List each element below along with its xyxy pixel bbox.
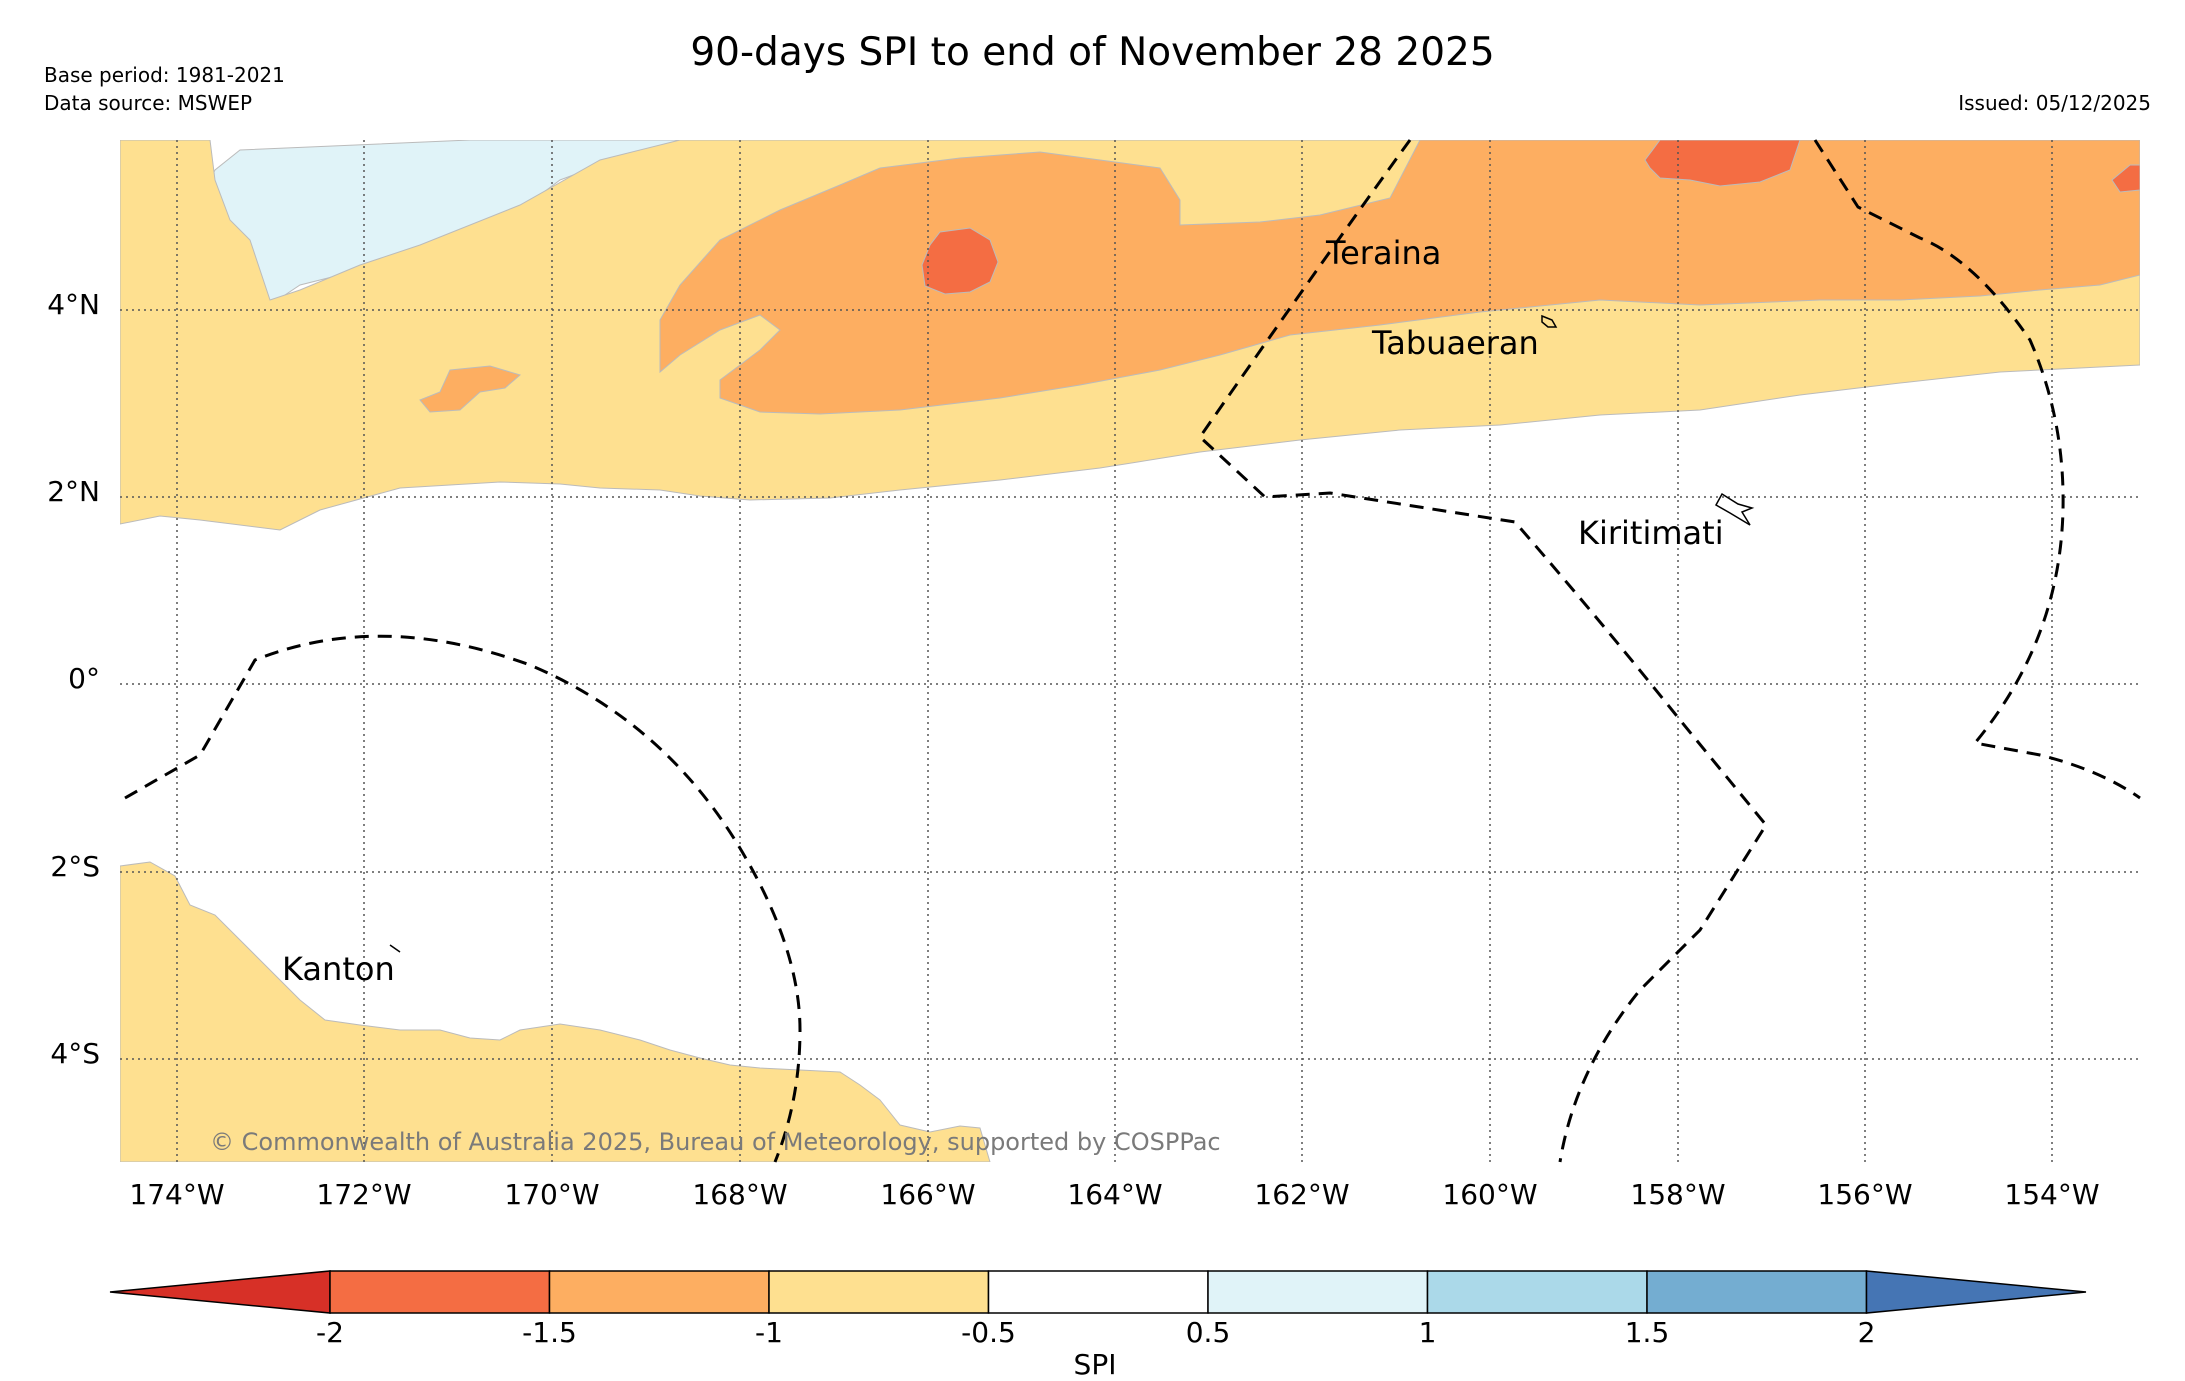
eez-boundaries: [124, 139, 2141, 1163]
eez-boundary-line-west: [1198, 139, 1768, 1163]
place-label-kiritimati: Kiritimati: [1578, 514, 1724, 552]
colorbar-segment: [329, 1270, 551, 1314]
spi-band-north-minus1: [659, 140, 2140, 415]
colorbar-title: SPI: [1073, 1348, 1117, 1381]
eez-boundary-line-east: [1813, 139, 2141, 800]
spi-band-south-minus05: [120, 861, 991, 1162]
y-tick-label: 2°S: [50, 850, 100, 883]
colorbar-tick-label: -1.5: [522, 1316, 577, 1349]
spi-dry-core-153w: [2111, 164, 2140, 193]
x-tick-label: 156°W: [1817, 1178, 1913, 1211]
x-tick-label: 170°W: [504, 1178, 600, 1211]
x-tick-label: 154°W: [2004, 1178, 2100, 1211]
colorbar: [109, 1270, 2087, 1314]
x-tick-label: 162°W: [1254, 1178, 1350, 1211]
colorbar-segment: [987, 1270, 1209, 1314]
colorbar-extend-high: [1865, 1270, 2087, 1314]
issued-date-text: Issued: 05/12/2025: [1958, 91, 2151, 115]
island-shape-tabuaeran: [1541, 314, 1558, 328]
colorbar-tick-label: -0.5: [961, 1316, 1016, 1349]
place-label-tabuaeran: Tabuaeran: [1372, 324, 1539, 362]
y-tick-label: 0°: [68, 662, 100, 695]
colorbar-tick-label: 0.5: [1185, 1316, 1231, 1349]
spi-dry-core-157w: [1644, 140, 1801, 187]
x-tick-label: 172°W: [316, 1178, 412, 1211]
colorbar-segment: [768, 1270, 990, 1314]
colorbar-tick-label: 2: [1857, 1316, 1876, 1349]
colorbar-tick-label: -1: [755, 1316, 783, 1349]
base-period-text: Base period: 1981-2021: [44, 63, 285, 87]
graticule: [120, 140, 2140, 1162]
island-shape-kanton: [389, 944, 401, 953]
spi-fields: [120, 140, 2140, 1162]
colorbar-segment: [1207, 1270, 1429, 1314]
colorbar-segment: [1426, 1270, 1648, 1314]
island-outlines: [389, 314, 1755, 953]
colorbar-segment: [1646, 1270, 1868, 1314]
place-label-teraina: Teraina: [1326, 234, 1442, 272]
x-tick-label: 160°W: [1442, 1178, 1538, 1211]
place-label-kanton: Kanton: [282, 950, 395, 988]
y-tick-label: 2°N: [47, 475, 100, 508]
colorbar-tick-label: 1.5: [1624, 1316, 1670, 1349]
map-title: 90-days SPI to end of November 28 2025: [690, 30, 1495, 75]
x-tick-label: 164°W: [1067, 1178, 1163, 1211]
spi-small-orange-patch: [419, 365, 522, 413]
y-tick-label: 4°N: [47, 288, 100, 321]
x-tick-label: 166°W: [880, 1178, 976, 1211]
x-tick-label: 158°W: [1630, 1178, 1726, 1211]
colorbar-extend-low: [109, 1270, 331, 1314]
colorbar-segment: [548, 1270, 770, 1314]
x-tick-label: 168°W: [692, 1178, 788, 1211]
x-tick-label: 174°W: [129, 1178, 225, 1211]
y-tick-label: 4°S: [50, 1037, 100, 1070]
copyright-notice: © Commonwealth of Australia 2025, Bureau…: [210, 1128, 1221, 1156]
data-source-text: Data source: MSWEP: [44, 91, 253, 115]
colorbar-tick-label: 1: [1418, 1316, 1437, 1349]
island-shape-kiritimati: [1714, 492, 1755, 526]
spi-dry-core-166w: [921, 227, 999, 295]
colorbar-tick-label: -2: [316, 1316, 344, 1349]
eez-boundary-phoenix: [124, 634, 802, 1163]
